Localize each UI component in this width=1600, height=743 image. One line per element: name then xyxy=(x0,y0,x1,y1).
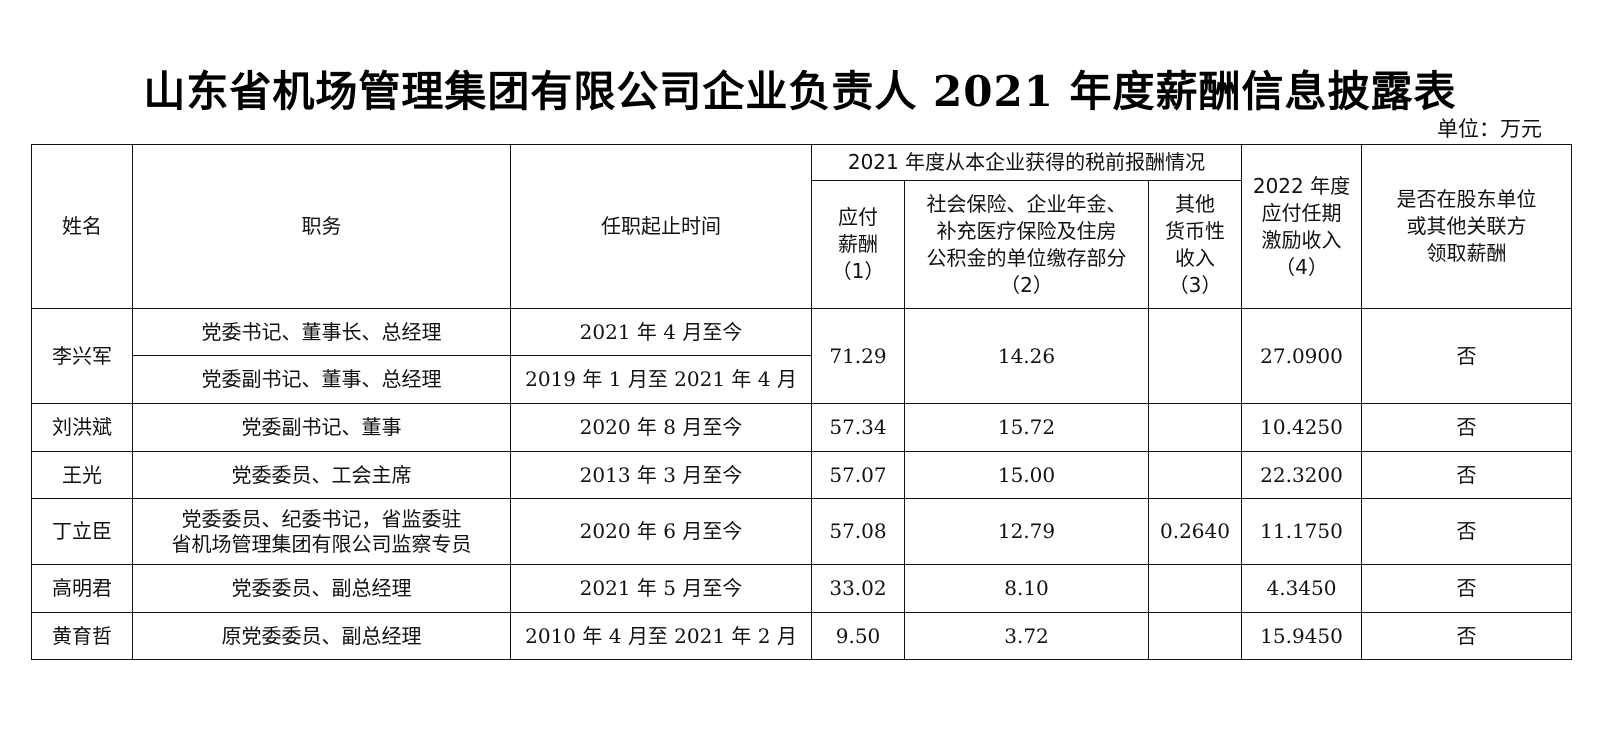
cell-name: 王光 xyxy=(31,451,133,499)
cell-incentive: 27.0900 xyxy=(1241,308,1362,404)
header-row-2: 应付 薪酬 （1） 社会保险、企业年金、 补充医疗保险及住房 公积金的单位缴存部… xyxy=(32,180,1572,309)
cell-affiliate: 否 xyxy=(1361,451,1572,499)
cell-salary: 9.50 xyxy=(811,612,905,660)
cell-other-income: 0.2640 xyxy=(1148,498,1242,565)
header-other-income: 其他 货币性 收入 （3） xyxy=(1148,180,1242,309)
page-title: 山东省机场管理集团有限公司企业负责人 2021 年度薪酬信息披露表 xyxy=(143,67,1457,116)
table-row: 丁立臣 党委委员、纪委书记，省监委驻 省机场管理集团有限公司监察专员 2020 … xyxy=(31,498,1572,565)
unit-label: 单位：万元 xyxy=(1437,117,1542,141)
table-row: 高明君 党委委员、副总经理 2021 年 5 月至今 33.02 8.10 4.… xyxy=(31,564,1572,613)
header-row-1: 姓名 职务 任职起止时间 2021 年度从本企业获得的税前报酬情况 2022 年… xyxy=(31,144,1572,309)
cell-affiliate: 否 xyxy=(1361,564,1572,613)
table-row: 黄育哲 原党委委员、副总经理 2010 年 4 月至 2021 年 2 月 9.… xyxy=(31,612,1572,660)
cell-insurance: 8.10 xyxy=(904,564,1149,613)
cell-other-income xyxy=(1148,612,1242,660)
cell-other-income xyxy=(1148,308,1242,404)
cell-affiliate: 否 xyxy=(1361,403,1572,452)
cell-insurance: 12.79 xyxy=(904,498,1149,565)
cell-salary: 57.08 xyxy=(811,498,905,565)
header-salary: 应付 薪酬 （1） xyxy=(811,180,905,309)
table-row: 刘洪斌 党委副书记、董事 2020 年 8 月至今 57.34 15.72 10… xyxy=(31,403,1572,452)
header-name: 姓名 xyxy=(31,144,133,309)
cell-incentive: 10.4250 xyxy=(1241,403,1362,452)
cell-position: 党委书记、董事长、总经理 xyxy=(132,308,511,356)
cell-salary: 33.02 xyxy=(811,564,905,613)
cell-position: 原党委委员、副总经理 xyxy=(132,612,511,660)
cell-position: 党委委员、副总经理 xyxy=(132,564,511,613)
cell-other-income xyxy=(1148,403,1242,452)
table-row: 李兴军 党委书记、董事长、总经理 2021 年 4 月至今 71.29 14.2… xyxy=(31,308,1572,404)
cell-name: 丁立臣 xyxy=(31,498,133,565)
cell-insurance: 14.26 xyxy=(904,308,1149,404)
cell-incentive: 22.3200 xyxy=(1241,451,1362,499)
table-row: 王光 党委委员、工会主席 2013 年 3 月至今 57.07 15.00 22… xyxy=(31,451,1572,499)
cell-insurance: 15.72 xyxy=(904,403,1149,452)
cell-affiliate: 否 xyxy=(1361,308,1572,404)
header-insurance: 社会保险、企业年金、 补充医疗保险及住房 公积金的单位缴存部分 （2） xyxy=(904,180,1149,309)
header-pretax-group: 2021 年度从本企业获得的税前报酬情况 xyxy=(811,144,1242,181)
cell-incentive: 15.9450 xyxy=(1241,612,1362,660)
cell-insurance: 3.72 xyxy=(904,612,1149,660)
cell-position: 党委副书记、董事、总经理 xyxy=(132,355,511,404)
header-affiliate: 是否在股东单位 或其他关联方 领取薪酬 xyxy=(1361,144,1572,309)
cell-incentive: 4.3450 xyxy=(1241,564,1362,613)
cell-tenure: 2021 年 5 月至今 xyxy=(510,564,812,613)
cell-position: 党委副书记、董事 xyxy=(132,403,511,452)
cell-other-income xyxy=(1148,564,1242,613)
cell-position: 党委委员、工会主席 xyxy=(132,451,511,499)
cell-tenure: 2013 年 3 月至今 xyxy=(510,451,812,499)
header-tenure: 任职起止时间 xyxy=(510,144,812,309)
cell-name: 李兴军 xyxy=(31,308,133,404)
cell-name: 高明君 xyxy=(31,564,133,613)
cell-salary: 71.29 xyxy=(811,308,905,404)
cell-tenure: 2010 年 4 月至 2021 年 2 月 xyxy=(510,612,812,660)
cell-affiliate: 否 xyxy=(1361,498,1572,565)
cell-tenure: 2019 年 1 月至 2021 年 4 月 xyxy=(510,355,812,404)
cell-name: 刘洪斌 xyxy=(31,403,133,452)
cell-affiliate: 否 xyxy=(1361,612,1572,660)
cell-position: 党委委员、纪委书记，省监委驻 省机场管理集团有限公司监察专员 xyxy=(132,498,511,565)
cell-tenure: 2020 年 6 月至今 xyxy=(510,498,812,565)
cell-tenure: 2021 年 4 月至今 xyxy=(510,308,812,356)
compensation-table: 姓名 职务 任职起止时间 2021 年度从本企业获得的税前报酬情况 2022 年… xyxy=(31,144,1572,660)
header-incentive: 2022 年度 应付任期 激励收入 （4） xyxy=(1241,144,1362,309)
cell-insurance: 15.00 xyxy=(904,451,1149,499)
header-position: 职务 xyxy=(132,144,511,309)
cell-name: 黄育哲 xyxy=(31,612,133,660)
cell-incentive: 11.1750 xyxy=(1241,498,1362,565)
cell-salary: 57.34 xyxy=(811,403,905,452)
cell-other-income xyxy=(1148,451,1242,499)
cell-salary: 57.07 xyxy=(811,451,905,499)
cell-tenure: 2020 年 8 月至今 xyxy=(510,403,812,452)
